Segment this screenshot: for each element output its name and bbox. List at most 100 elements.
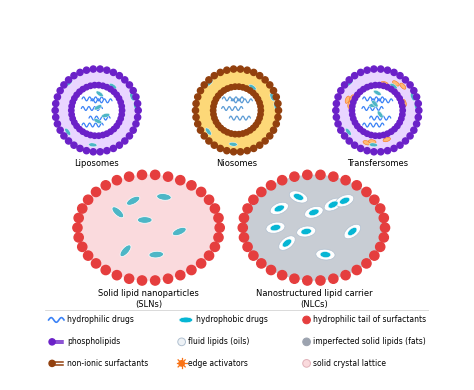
Circle shape	[104, 147, 110, 154]
Circle shape	[96, 82, 101, 88]
Circle shape	[135, 114, 141, 121]
Ellipse shape	[179, 317, 193, 323]
Circle shape	[218, 125, 224, 131]
Circle shape	[228, 85, 234, 90]
Circle shape	[119, 108, 125, 113]
Circle shape	[212, 100, 217, 105]
Ellipse shape	[96, 91, 103, 97]
Circle shape	[385, 85, 390, 90]
Circle shape	[256, 142, 263, 148]
Circle shape	[257, 259, 266, 268]
Circle shape	[362, 259, 371, 268]
Circle shape	[251, 69, 257, 76]
Circle shape	[88, 132, 93, 138]
Circle shape	[341, 176, 350, 185]
Circle shape	[133, 121, 139, 127]
Circle shape	[195, 69, 279, 152]
Text: hydrophilic drugs: hydrophilic drugs	[67, 316, 134, 324]
Text: Niosomes: Niosomes	[217, 159, 257, 168]
Circle shape	[329, 274, 338, 283]
Circle shape	[179, 361, 184, 366]
Circle shape	[122, 77, 128, 83]
Ellipse shape	[402, 99, 406, 107]
Circle shape	[373, 133, 378, 138]
Circle shape	[338, 127, 344, 133]
Circle shape	[88, 83, 93, 89]
Circle shape	[267, 82, 273, 88]
Ellipse shape	[339, 197, 350, 204]
Circle shape	[389, 129, 394, 135]
Circle shape	[77, 126, 82, 132]
Circle shape	[116, 142, 122, 148]
Circle shape	[72, 96, 77, 101]
Circle shape	[71, 73, 77, 79]
Circle shape	[335, 121, 341, 127]
Circle shape	[108, 87, 113, 92]
Ellipse shape	[157, 193, 171, 200]
Circle shape	[216, 122, 221, 128]
Ellipse shape	[101, 113, 110, 117]
Circle shape	[411, 127, 417, 133]
Circle shape	[397, 96, 402, 101]
Ellipse shape	[348, 101, 352, 108]
Circle shape	[378, 66, 384, 72]
Circle shape	[240, 85, 246, 90]
Circle shape	[402, 77, 409, 83]
Circle shape	[236, 84, 242, 89]
Circle shape	[355, 92, 360, 98]
Circle shape	[397, 73, 403, 79]
Circle shape	[101, 266, 110, 275]
Text: hydrophobic drugs: hydrophobic drugs	[196, 316, 268, 324]
Circle shape	[225, 86, 230, 91]
Circle shape	[104, 131, 109, 136]
Circle shape	[104, 67, 110, 73]
Ellipse shape	[94, 119, 102, 124]
Circle shape	[195, 121, 201, 127]
Circle shape	[357, 69, 364, 76]
Circle shape	[357, 126, 363, 132]
Ellipse shape	[344, 224, 361, 239]
Circle shape	[384, 67, 391, 73]
Ellipse shape	[205, 128, 211, 135]
Circle shape	[364, 147, 370, 154]
Circle shape	[381, 223, 390, 232]
Circle shape	[316, 276, 325, 285]
Circle shape	[381, 83, 386, 89]
Circle shape	[400, 112, 405, 117]
Ellipse shape	[289, 191, 308, 203]
Circle shape	[213, 87, 261, 134]
Circle shape	[61, 82, 67, 88]
Circle shape	[407, 82, 413, 88]
Ellipse shape	[243, 175, 385, 281]
Circle shape	[267, 133, 273, 139]
Ellipse shape	[369, 103, 377, 107]
Circle shape	[83, 195, 93, 204]
Circle shape	[127, 82, 133, 88]
Circle shape	[364, 67, 370, 73]
Circle shape	[271, 88, 277, 94]
Ellipse shape	[274, 101, 278, 110]
Circle shape	[74, 233, 83, 242]
Circle shape	[275, 114, 281, 121]
Ellipse shape	[94, 105, 102, 110]
Circle shape	[55, 121, 61, 127]
Text: imperfected solid lipids (fats): imperfected solid lipids (fats)	[313, 337, 426, 346]
Ellipse shape	[274, 205, 284, 212]
Circle shape	[72, 120, 77, 125]
Circle shape	[266, 266, 276, 275]
Circle shape	[395, 123, 400, 129]
Circle shape	[256, 73, 263, 79]
Circle shape	[262, 77, 268, 83]
Ellipse shape	[316, 249, 335, 260]
Circle shape	[240, 131, 246, 136]
Text: Solid lipid nanoparticles: Solid lipid nanoparticles	[98, 289, 199, 298]
Circle shape	[352, 96, 358, 101]
Circle shape	[237, 66, 244, 72]
Circle shape	[400, 104, 405, 109]
Circle shape	[96, 133, 101, 138]
Text: hydrophilic tail of surfactants: hydrophilic tail of surfactants	[313, 316, 426, 324]
Ellipse shape	[270, 93, 274, 101]
Circle shape	[201, 82, 207, 88]
Circle shape	[278, 176, 287, 185]
Circle shape	[77, 69, 83, 76]
